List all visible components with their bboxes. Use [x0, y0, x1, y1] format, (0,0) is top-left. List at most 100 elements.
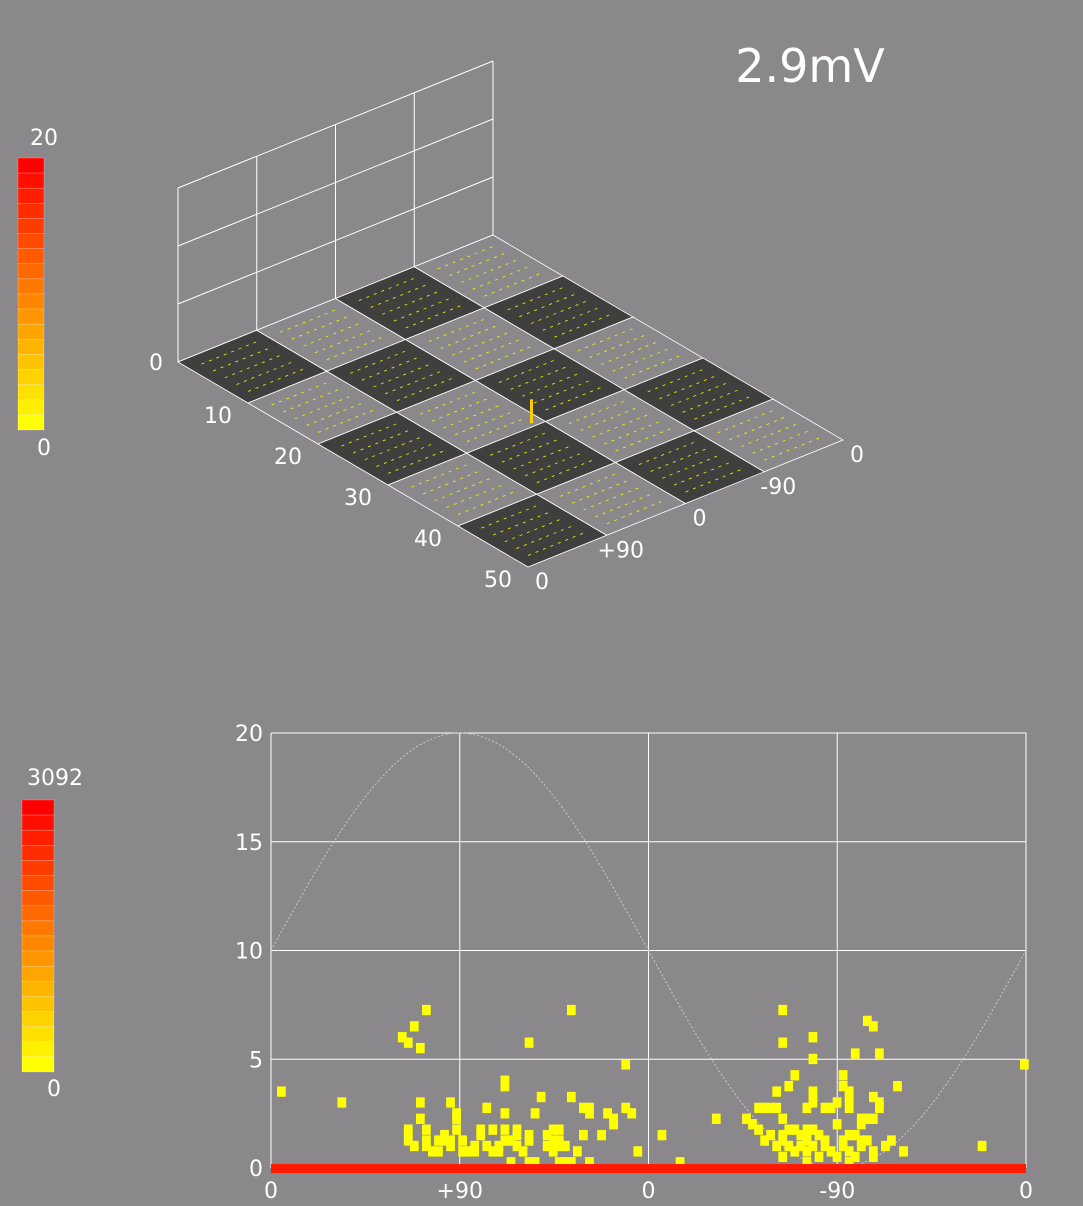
heatmap-cell — [452, 1108, 461, 1119]
heatmap-cell — [893, 1081, 902, 1092]
heatmap-cell — [633, 1146, 643, 1157]
heatmap-cell — [524, 1037, 534, 1048]
floor-texture — [583, 487, 639, 511]
heatmap-cell — [579, 1129, 588, 1141]
floor-texture — [498, 359, 555, 383]
heatmap-cell — [808, 1086, 818, 1097]
bottom-scale-min-label: 0 — [47, 1077, 61, 1102]
floor-texture — [236, 361, 292, 385]
floor-texture — [212, 348, 269, 372]
heatmap-cell — [566, 1004, 576, 1016]
color-scale-step — [21, 996, 55, 1012]
heatmap-cell — [772, 1140, 782, 1152]
floor-texture — [271, 382, 327, 406]
heatmap-cell — [409, 1140, 419, 1152]
heatmap-cell — [554, 1140, 564, 1152]
x-tick-label: +90 — [437, 1179, 483, 1204]
heatmap-cell — [868, 1021, 878, 1032]
x-tick-label: 0 — [642, 1179, 656, 1204]
color-scale-step — [17, 248, 45, 265]
floor-texture — [434, 478, 491, 502]
heatmap-cell — [844, 1102, 854, 1114]
heatmap-cell — [446, 1097, 455, 1108]
floor-texture — [317, 409, 374, 433]
heatmap-cell — [814, 1129, 824, 1141]
y-tick-label: 10 — [235, 940, 263, 965]
heatmap-cell — [808, 1124, 818, 1135]
heatmap-cell — [802, 1135, 812, 1146]
heatmap-cell — [772, 1086, 782, 1097]
heatmap-cell — [808, 1032, 818, 1043]
heatmap-cell — [862, 1135, 872, 1146]
color-scale-step — [21, 935, 55, 952]
floor-texture — [615, 428, 671, 452]
floor-texture — [224, 355, 281, 379]
heatmap-cell — [627, 1108, 637, 1119]
heatmap-cell — [802, 1146, 812, 1157]
heatmap-cell — [585, 1108, 594, 1119]
heatmap-cell — [862, 1113, 872, 1124]
heatmap-cell — [802, 1102, 812, 1114]
floor-texture — [294, 396, 351, 420]
heatmap-cell — [820, 1135, 830, 1146]
color-scale-step — [17, 203, 45, 219]
heatmap-cell — [675, 1157, 685, 1168]
floor-texture — [740, 423, 797, 447]
floor-texture — [460, 259, 517, 283]
heatmap-cell — [494, 1140, 504, 1152]
color-scale-step — [21, 965, 55, 982]
heatmap-cell — [530, 1157, 540, 1168]
floor-texture — [341, 423, 397, 447]
heatmap-cell — [397, 1032, 407, 1043]
heatmap-cell — [422, 1135, 431, 1146]
top-color-scale — [17, 157, 45, 431]
voltage-readout: 2.9mV — [735, 39, 885, 93]
heatmap-cell — [573, 1146, 582, 1157]
floor-texture — [326, 337, 383, 361]
floor-texture — [490, 432, 546, 456]
heatmap-cell — [403, 1124, 413, 1135]
color-scale-step — [21, 875, 55, 891]
heatmap-cell — [754, 1124, 763, 1135]
floor-texture — [764, 437, 820, 461]
heatmap-cell — [826, 1146, 836, 1157]
floor-texture — [682, 389, 739, 413]
floor-texture — [717, 410, 774, 434]
floor-texture — [525, 453, 581, 477]
heatmap-cell — [452, 1113, 461, 1124]
color-scale-step — [17, 308, 45, 325]
floor-texture — [443, 405, 499, 429]
floor-texture — [606, 501, 663, 525]
heatmap-cell — [488, 1124, 498, 1135]
heatmap-cell — [826, 1102, 836, 1114]
heatmap-cell — [778, 1004, 788, 1016]
floor-texture — [542, 307, 599, 331]
floor-texture — [411, 464, 467, 488]
floor-texture — [396, 378, 453, 402]
heatmap-cell — [609, 1119, 618, 1130]
floor-texture — [685, 469, 741, 493]
heatmap-cell — [856, 1135, 866, 1146]
heatmap-cell — [470, 1140, 480, 1152]
floor-cell-light — [693, 398, 844, 473]
heatmap-cell — [778, 1151, 788, 1163]
heatmap-cell — [820, 1102, 830, 1114]
heatmap-cell — [856, 1113, 866, 1124]
heatmap-cell — [621, 1059, 631, 1070]
heatmap-cell — [760, 1102, 769, 1114]
floor-texture — [533, 380, 590, 404]
floor-texture — [201, 341, 257, 365]
heatmap-cell — [403, 1135, 413, 1146]
floor-texture — [466, 419, 523, 443]
floor-texture — [670, 382, 727, 406]
heatmap-cell — [542, 1129, 552, 1141]
phase-tick-label: -90 — [760, 475, 796, 500]
heatmap-cell — [790, 1124, 800, 1135]
heatmap-cell — [802, 1129, 812, 1141]
x-tick-label: -90 — [819, 1179, 855, 1204]
heatmap-cell — [415, 1097, 425, 1108]
heatmap-cell — [844, 1086, 854, 1097]
floor-texture — [361, 357, 418, 381]
heatmap-cell — [1019, 1059, 1029, 1070]
heatmap-cell — [554, 1157, 564, 1168]
